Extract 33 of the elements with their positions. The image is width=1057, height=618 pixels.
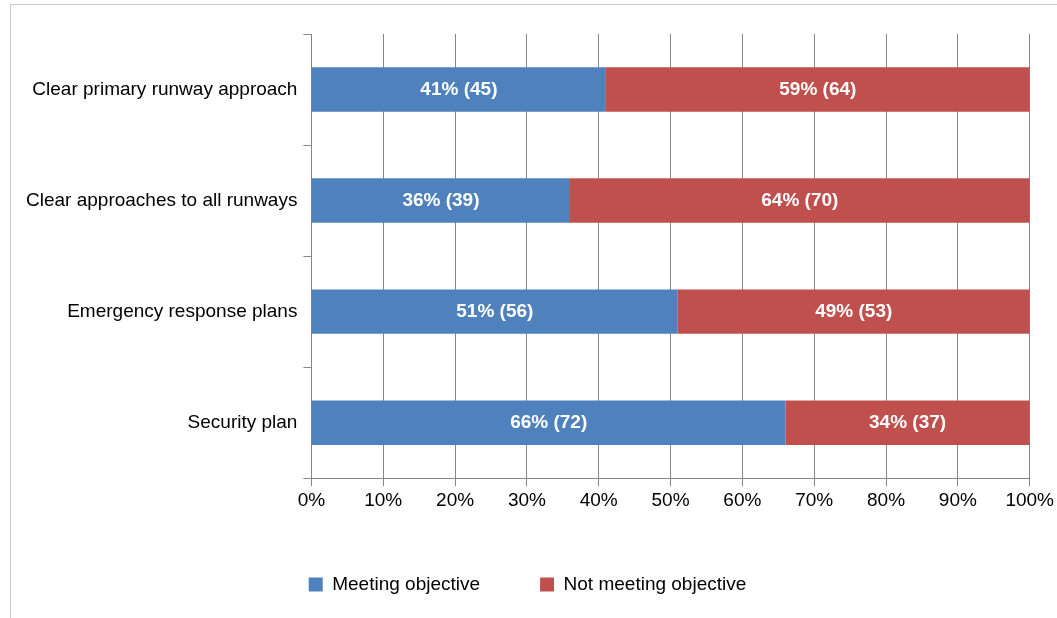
legend-label: Not meeting objective xyxy=(563,572,747,594)
bar xyxy=(677,289,1030,334)
data-label: 41% (45) xyxy=(420,77,498,99)
x-tick-label: 30% xyxy=(507,488,547,510)
data-label: 34% (37) xyxy=(869,410,947,432)
x-tick-label: 20% xyxy=(436,488,475,510)
y-tick-label: Emergency response plans xyxy=(67,299,298,321)
data-label: 49% (53) xyxy=(815,299,893,321)
data-label: 64% (70) xyxy=(761,188,839,210)
y-tick-label: Clear primary runway approach xyxy=(32,77,298,99)
bar xyxy=(785,400,1030,445)
x-tick-label: 50% xyxy=(651,488,690,510)
x-tick-label: 10% xyxy=(364,488,403,510)
x-tick-label: 60% xyxy=(723,488,762,510)
data-label: 51% (56) xyxy=(456,299,534,321)
bar xyxy=(605,67,1030,112)
data-label: 66% (72) xyxy=(510,410,588,432)
x-tick-label: 0% xyxy=(297,488,326,510)
bar xyxy=(311,67,606,112)
x-tick-label: 100% xyxy=(1005,488,1055,510)
x-tick-label: 40% xyxy=(579,488,618,510)
data-label: 59% (64) xyxy=(779,77,857,99)
y-tick-label: Security plan xyxy=(187,410,298,432)
data-label: 36% (39) xyxy=(402,188,480,210)
bar xyxy=(311,400,786,445)
x-tick-label: 80% xyxy=(867,488,906,510)
bar xyxy=(311,178,570,223)
bar xyxy=(570,178,1030,223)
x-tick-label: 90% xyxy=(938,488,977,510)
x-tick-label: 70% xyxy=(795,488,834,510)
y-tick-label: Clear approaches to all runways xyxy=(26,188,298,210)
legend-label: Meeting objective xyxy=(332,572,481,594)
bar xyxy=(311,289,678,334)
